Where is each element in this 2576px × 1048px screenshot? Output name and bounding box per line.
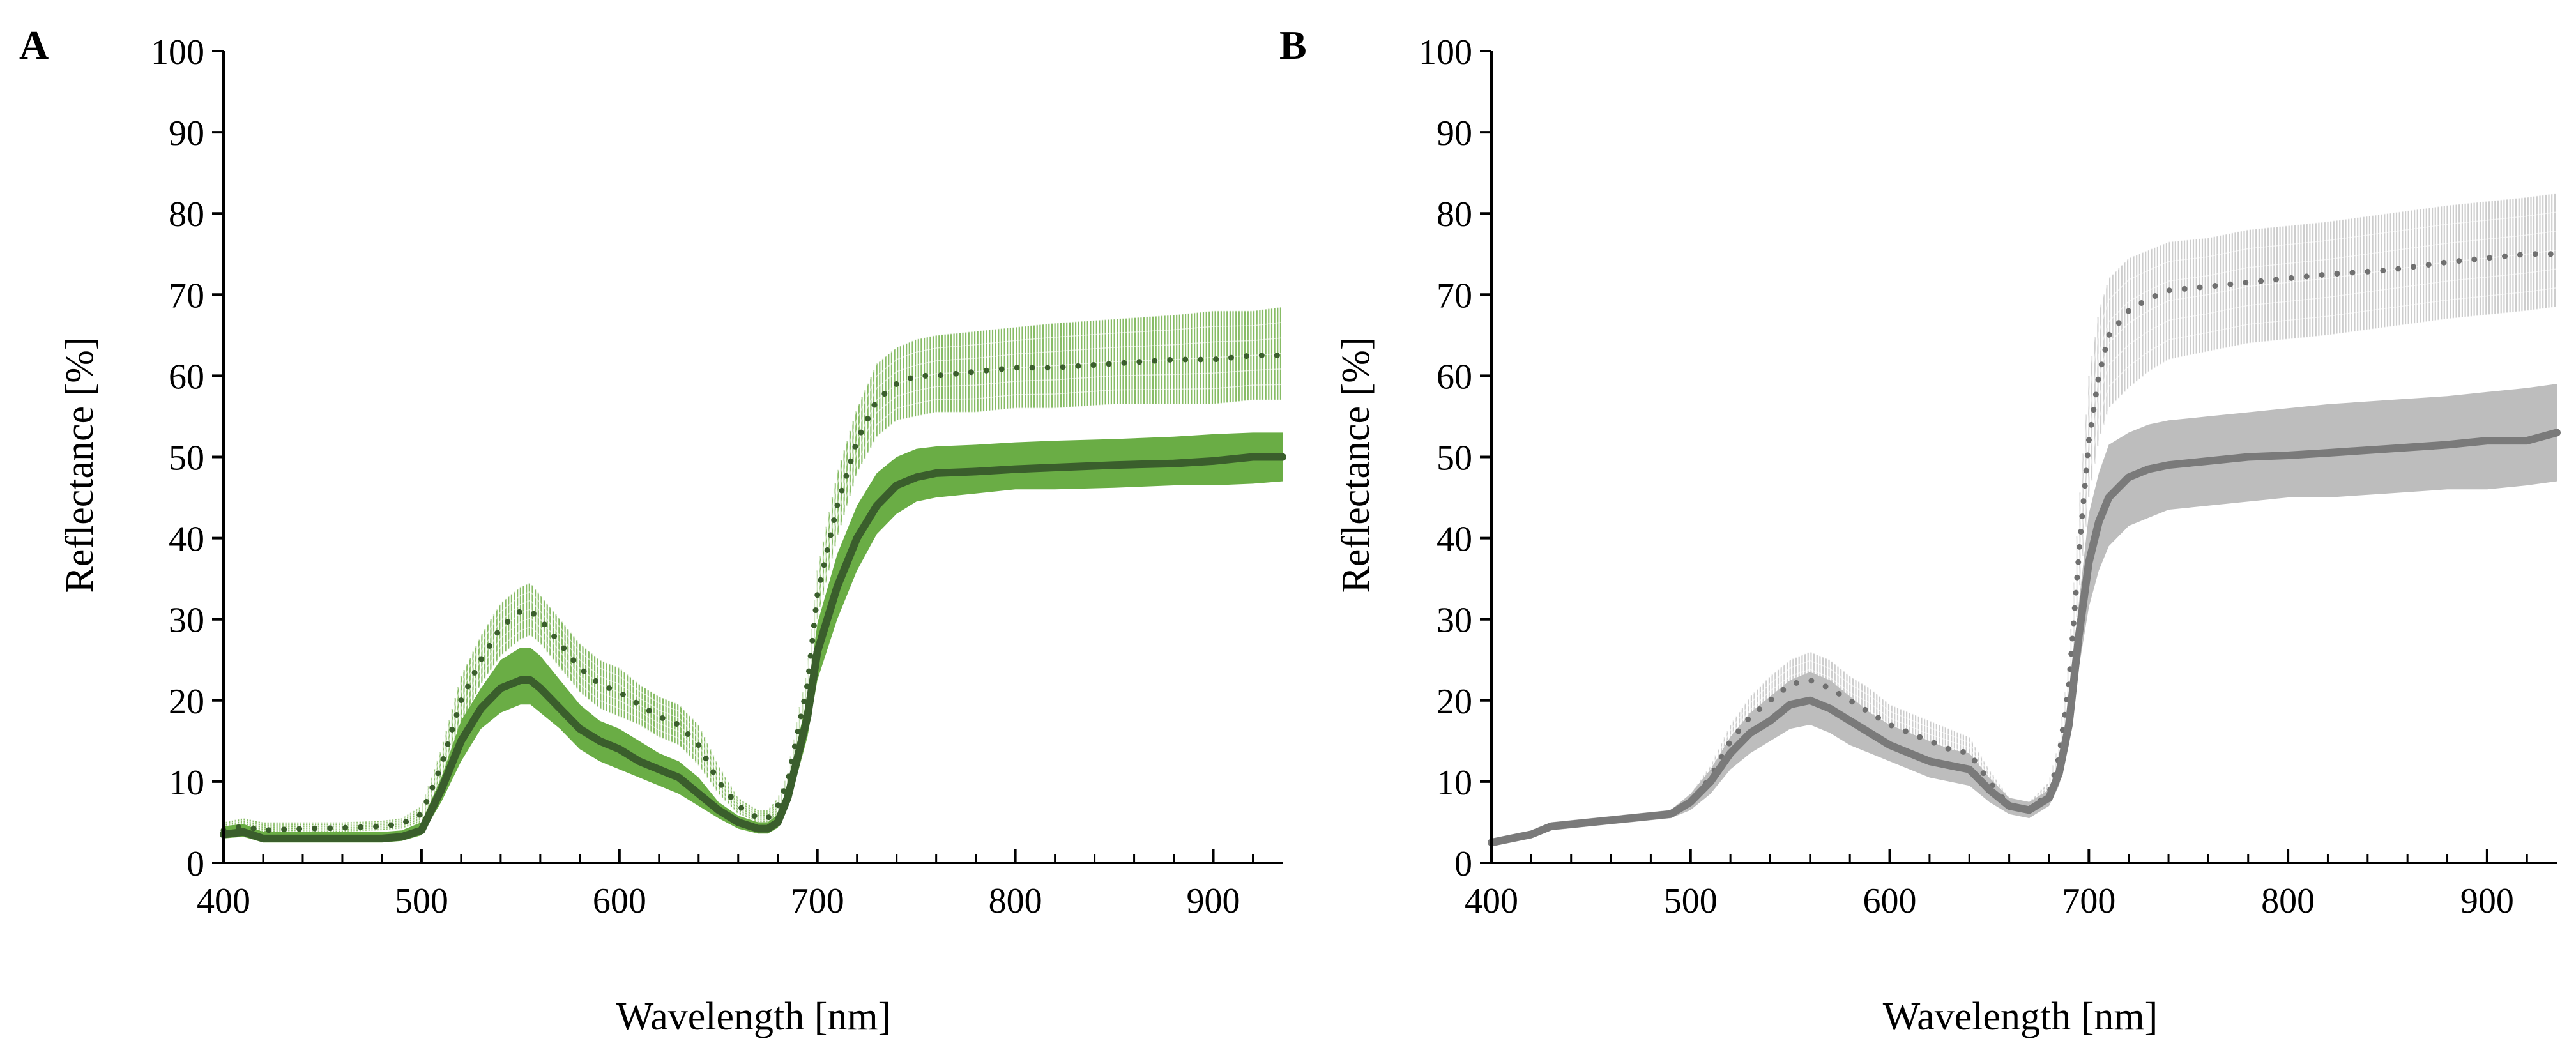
y-axis-label-b: Reflectance [%] xyxy=(1334,337,1378,593)
error-bands-b xyxy=(1490,192,2557,847)
y-tick-labels-a: 0 10 20 30 40 50 60 70 80 90 100 xyxy=(151,33,204,884)
band-dotted-1 xyxy=(1490,192,2557,847)
series-line-dotted-1 xyxy=(1488,251,2560,846)
y-tick-labels-b: 0 10 20 30 40 50 60 70 80 90 100 xyxy=(1419,33,1472,884)
panel-label-a: A xyxy=(19,22,49,68)
y-tick-label: 60 xyxy=(1437,357,1472,397)
band-solid-1 xyxy=(1491,384,2557,847)
y-tick-label: 20 xyxy=(169,682,204,722)
y-tick-label: 30 xyxy=(1437,601,1472,641)
series-lines-a xyxy=(220,353,1286,842)
series-line-solid-0 xyxy=(220,453,1286,842)
x-tick-label: 400 xyxy=(1465,881,1518,921)
series-lines-b xyxy=(1488,251,2561,847)
x-tick-label: 400 xyxy=(197,881,250,921)
x-tick-label: 600 xyxy=(1863,881,1917,921)
y-tick-label: 100 xyxy=(1419,33,1472,72)
x-tick-label: 700 xyxy=(2062,881,2115,921)
axes-b xyxy=(1480,50,2557,864)
y-tick-label: 50 xyxy=(1437,439,1472,478)
y-tick-label: 0 xyxy=(1454,844,1472,884)
y-tick-label: 80 xyxy=(1437,195,1472,234)
x-tick-label: 800 xyxy=(989,881,1042,921)
y-tick-label: 90 xyxy=(1437,114,1472,153)
x-axis-label-b: Wavelength [nm] xyxy=(1883,995,2158,1038)
x-tick-label: 700 xyxy=(791,881,844,921)
series-line-dotted-0 xyxy=(220,353,1286,833)
x-tick-labels-a: 400 500 600 700 800 900 xyxy=(197,881,1240,921)
y-tick-label: 60 xyxy=(169,357,204,397)
x-tick-label: 500 xyxy=(395,881,448,921)
y-tick-label: 50 xyxy=(169,439,204,478)
panel-label-b: B xyxy=(1279,22,1307,68)
series-line-solid-1 xyxy=(1488,429,2561,847)
y-axis-label-a: Reflectance [%] xyxy=(58,337,102,593)
x-tick-label: 900 xyxy=(1187,881,1240,921)
error-bands-a xyxy=(222,306,1283,843)
axes-a xyxy=(212,50,1283,864)
x-tick-label: 800 xyxy=(2261,881,2315,921)
x-tick-labels-b: 400 500 600 700 800 900 xyxy=(1465,881,2514,921)
y-tick-label: 90 xyxy=(169,114,204,153)
y-tick-label: 40 xyxy=(169,520,204,559)
y-tick-label: 10 xyxy=(1437,763,1472,803)
chart-panel-a: A 0 10 20 30 40 50 60 70 80 90 100 400 500 600 700 800… xyxy=(19,22,1286,1038)
y-tick-label: 40 xyxy=(1437,520,1472,559)
x-tick-label: 600 xyxy=(593,881,646,921)
y-tick-label: 0 xyxy=(187,844,204,884)
y-tick-label: 80 xyxy=(169,195,204,234)
y-tick-label: 70 xyxy=(169,276,204,315)
x-axis-label-a: Wavelength [nm] xyxy=(616,995,892,1038)
y-tick-label: 30 xyxy=(169,601,204,641)
x-tick-label: 900 xyxy=(2460,881,2514,921)
x-tick-label: 500 xyxy=(1664,881,1718,921)
y-tick-label: 100 xyxy=(151,33,204,72)
y-tick-label: 70 xyxy=(1437,276,1472,315)
band-dotted-0 xyxy=(222,306,1283,835)
chart-panel-b: B 0 10 20 30 40 50 60 70 80 90 100 400 500 600 700 800… xyxy=(1279,22,2561,1038)
y-tick-label: 20 xyxy=(1437,682,1472,722)
band-solid-0 xyxy=(224,432,1283,843)
y-tick-label: 10 xyxy=(169,763,204,803)
